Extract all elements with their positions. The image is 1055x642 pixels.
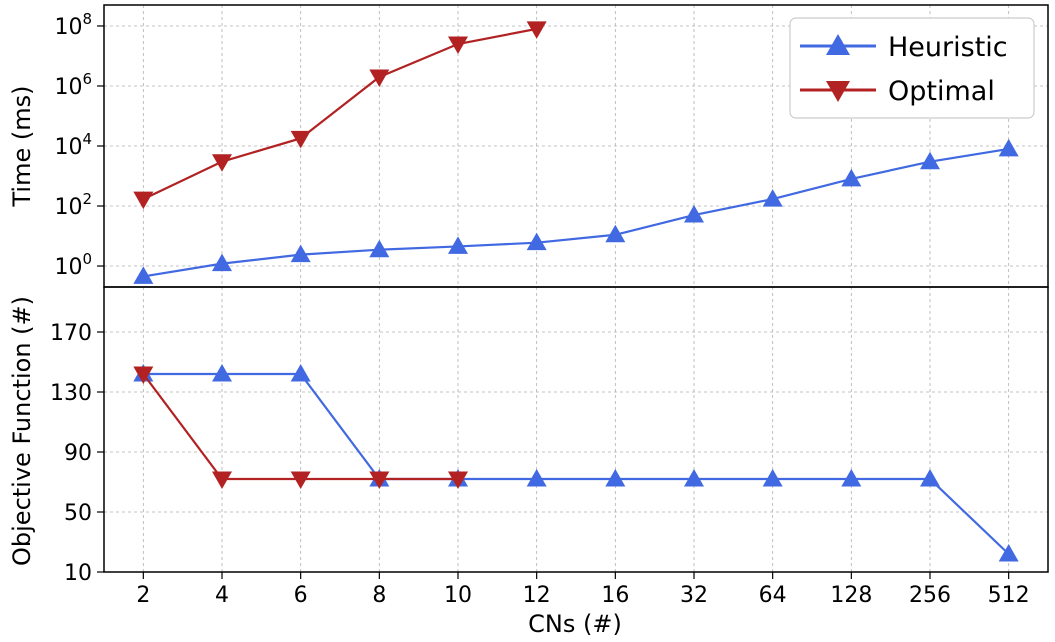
x-tick-label: 32 xyxy=(680,583,708,608)
top-heuristic-marker xyxy=(369,239,390,258)
x-tick-label: 256 xyxy=(909,583,951,608)
top-heuristic-marker xyxy=(526,232,547,251)
top-heuristic-marker xyxy=(762,189,783,207)
top-heuristic-marker xyxy=(290,244,311,263)
top-heuristic-marker xyxy=(920,151,940,170)
bottom-y-tick-label: 90 xyxy=(64,441,92,466)
x-tick-label: 4 xyxy=(215,583,229,608)
top-heuristic-marker xyxy=(448,236,468,254)
x-tick-label: 128 xyxy=(830,583,872,608)
bottom-heuristic-marker xyxy=(841,469,862,487)
top-y-axis-label: Time (ms) xyxy=(8,86,36,208)
bottom-y-tick-label: 130 xyxy=(50,381,92,406)
bottom-grid xyxy=(104,287,1048,573)
legend-heuristic-marker xyxy=(826,34,850,55)
top-optimal-marker xyxy=(448,36,468,55)
x-tick-label: 10 xyxy=(444,583,472,608)
bottom-heuristic-line xyxy=(143,372,1010,555)
bottom-optimal-marker xyxy=(448,471,468,489)
top-y-ticks: 100 102 104 106 108 xyxy=(54,10,104,280)
legend: Heuristic Optimal xyxy=(789,17,1035,119)
bottom-heuristic-marker xyxy=(605,469,626,487)
bottom-heuristic-marker xyxy=(684,469,704,487)
bottom-heuristic-marker xyxy=(290,364,311,382)
bottom-heuristic-marker xyxy=(920,469,940,487)
legend-box xyxy=(789,17,1035,119)
top-y-tick-label: 104 xyxy=(54,130,92,160)
top-optimal-marker xyxy=(369,69,390,87)
bottom-plot-frame-rect xyxy=(103,286,1049,573)
bottom-plot-frame xyxy=(103,286,1049,573)
top-optimal-marker xyxy=(133,191,154,210)
legend-optimal-label: Optimal xyxy=(888,76,995,107)
x-axis-label: CNs (#) xyxy=(528,610,622,638)
x-tick-label: 8 xyxy=(372,583,386,608)
top-series xyxy=(133,21,1019,284)
x-tick-label: 2 xyxy=(136,583,150,608)
top-optimal-line xyxy=(142,27,537,201)
bottom-y-tick-label: 50 xyxy=(64,501,92,526)
legend-heuristic-label: Heuristic xyxy=(888,32,1008,63)
x-tick-label: 16 xyxy=(601,583,629,608)
top-y-tick-label: 102 xyxy=(54,190,92,220)
top-heuristic-marker xyxy=(998,138,1019,157)
x-ticks: 2 4 6 8 10 12 16 32 64 128 256 512 xyxy=(136,572,1030,608)
top-optimal-marker xyxy=(212,154,232,172)
bottom-optimal-marker xyxy=(212,471,232,489)
top-optimal-marker xyxy=(526,21,547,39)
bottom-optimal-marker xyxy=(290,471,311,489)
top-heuristic-line xyxy=(143,147,1009,278)
bottom-y-tick-label: 170 xyxy=(50,321,92,346)
top-heuristic-marker xyxy=(684,205,704,223)
top-optimal-marker xyxy=(290,130,311,149)
bottom-series xyxy=(133,364,1019,562)
top-y-tick-label: 108 xyxy=(54,10,92,40)
bottom-heuristic-marker xyxy=(762,469,783,487)
bottom-y-ticks: 10 50 90 130 170 xyxy=(50,321,104,586)
bottom-heuristic-marker xyxy=(526,469,547,487)
bottom-heuristic-marker xyxy=(998,544,1019,562)
x-tick-label: 12 xyxy=(523,583,551,608)
legend-optimal-marker xyxy=(826,81,850,102)
top-heuristic-marker xyxy=(841,168,862,187)
top-heuristic-marker xyxy=(605,224,626,243)
bottom-optimal-marker xyxy=(369,471,390,489)
top-heuristic-marker xyxy=(212,253,232,272)
x-tick-label: 64 xyxy=(759,583,787,608)
bottom-optimal-marker xyxy=(133,366,154,384)
x-tick-label: 512 xyxy=(988,583,1030,608)
bottom-heuristic-marker xyxy=(212,364,232,382)
x-tick-label: 6 xyxy=(294,583,308,608)
bottom-y-tick-label: 10 xyxy=(64,561,92,586)
top-heuristic-marker xyxy=(133,266,154,284)
top-y-tick-label: 106 xyxy=(54,70,92,100)
top-y-tick-label: 100 xyxy=(54,250,92,280)
bottom-y-axis-label: Objective Function (#) xyxy=(8,296,36,566)
